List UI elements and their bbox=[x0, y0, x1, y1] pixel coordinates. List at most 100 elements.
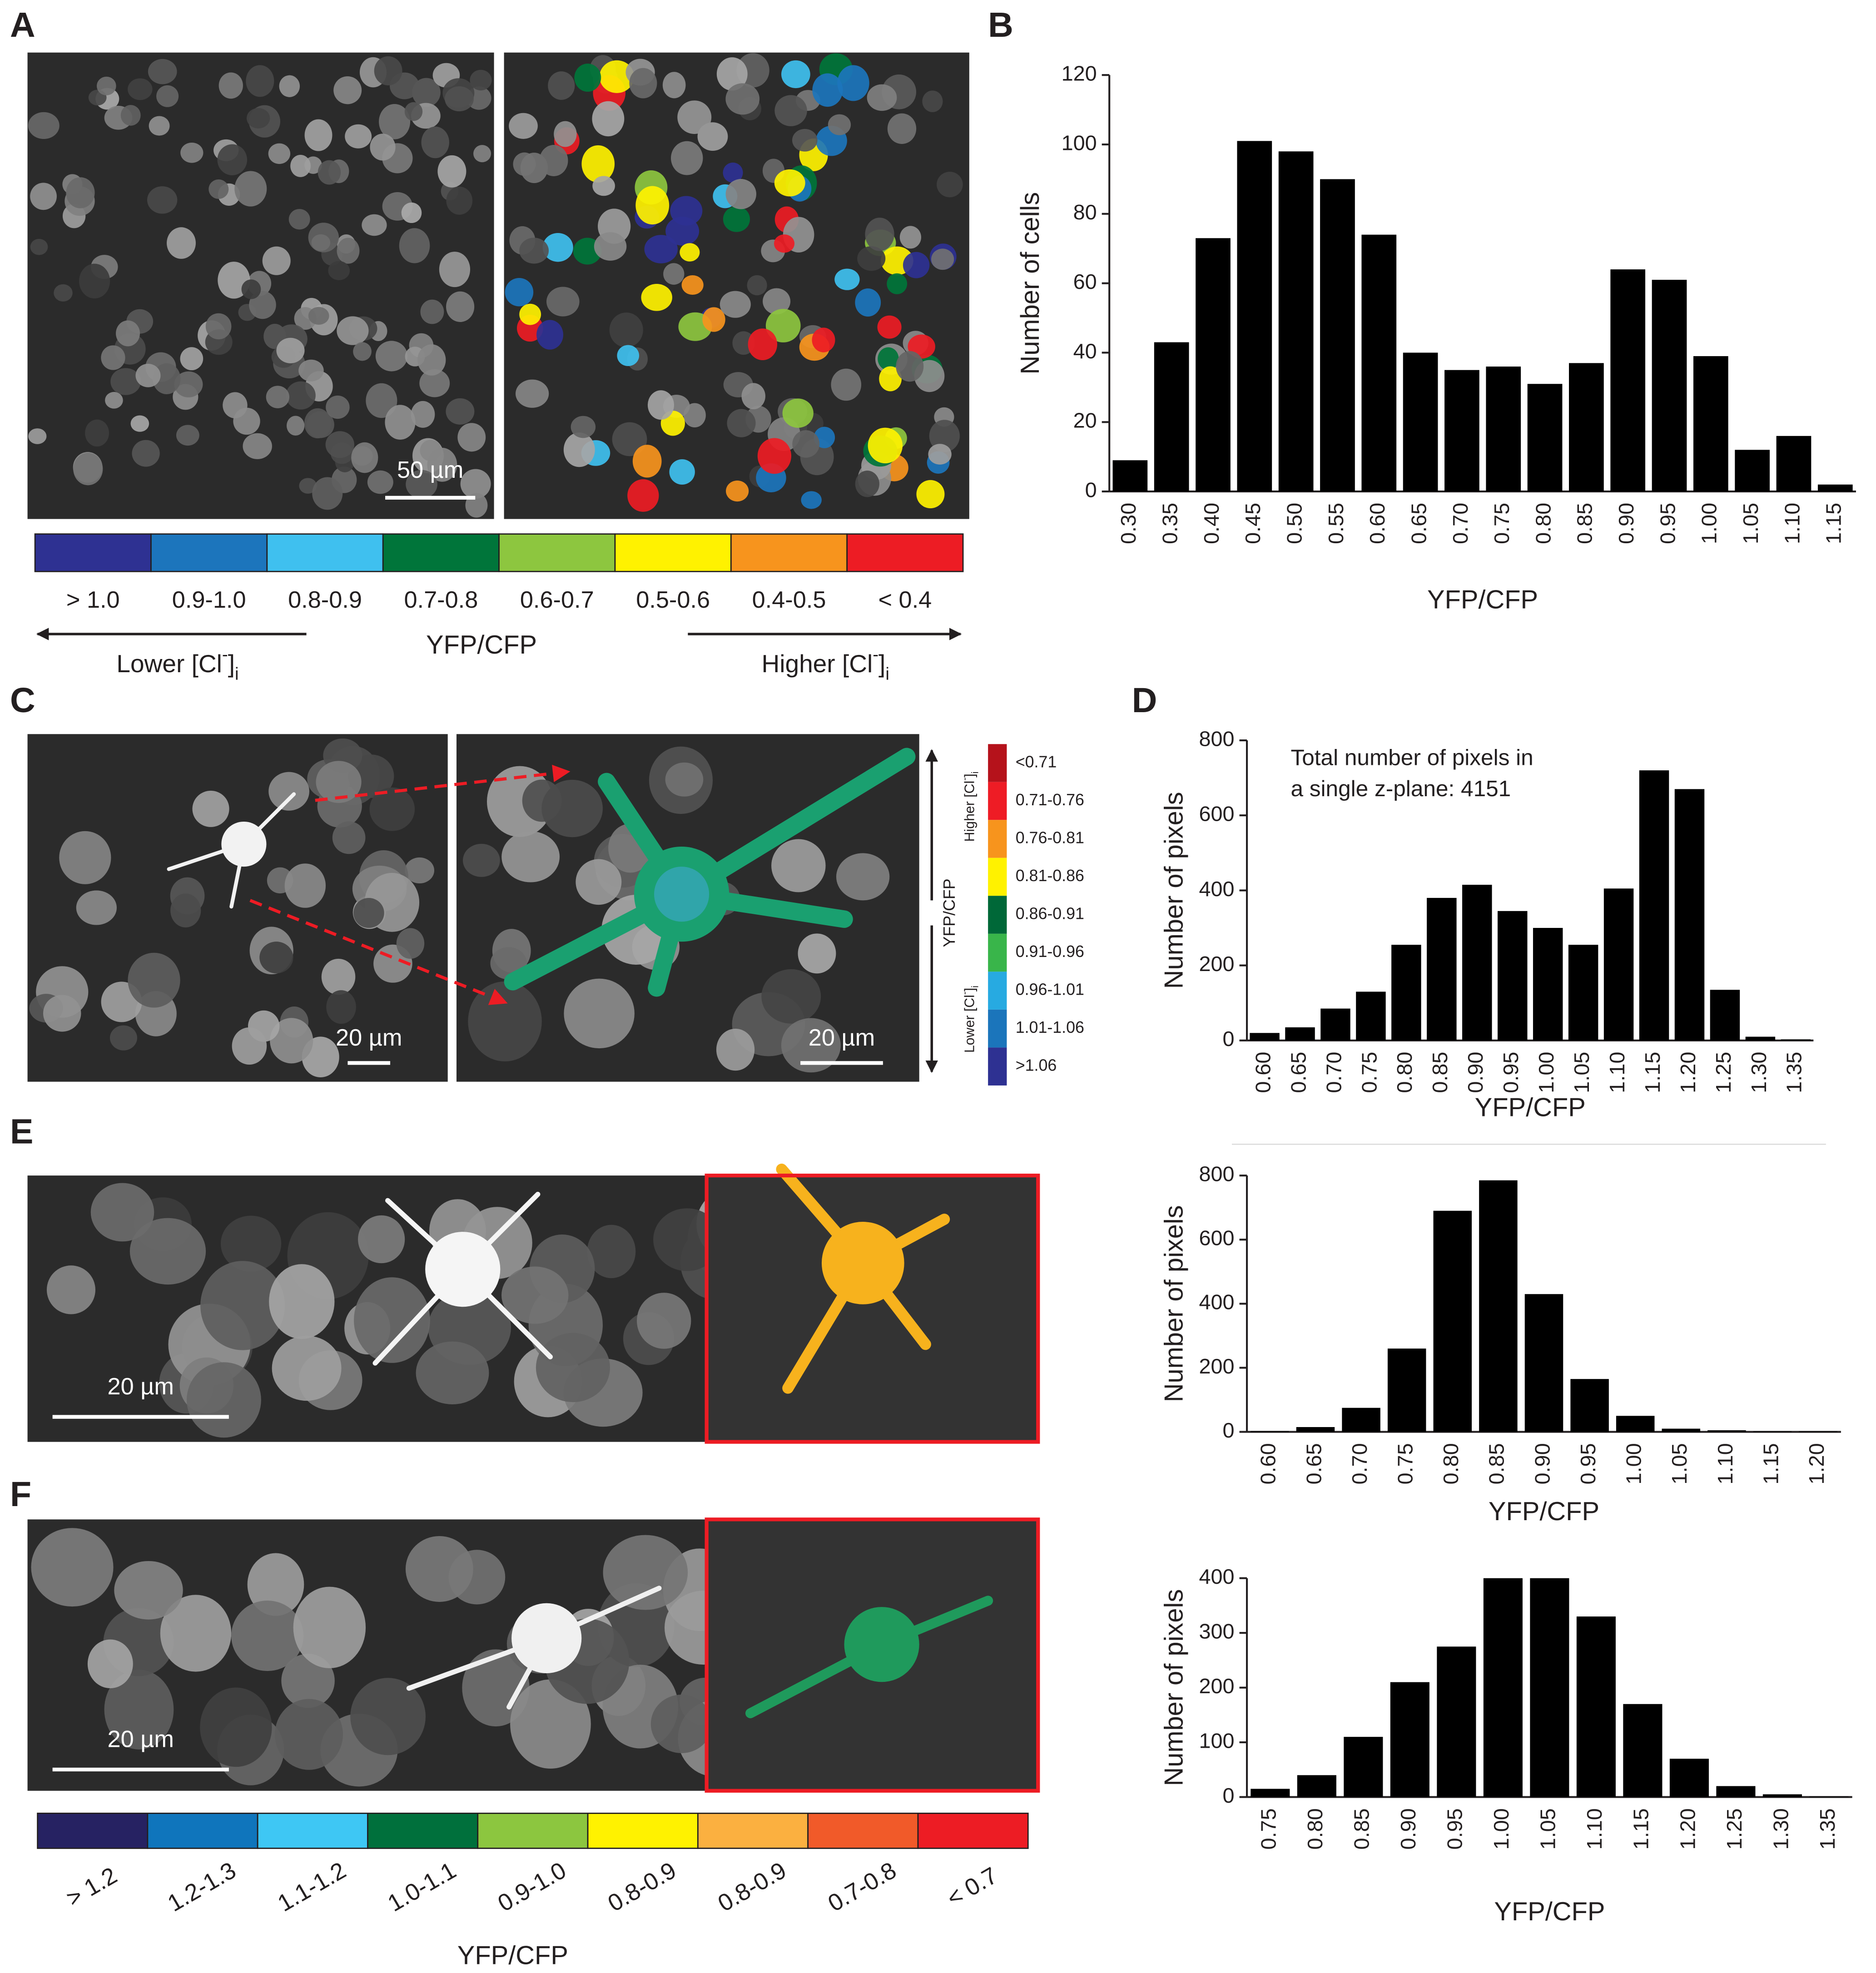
cell bbox=[192, 790, 229, 827]
cell bbox=[104, 1670, 174, 1750]
cl-text: ] bbox=[228, 649, 235, 677]
cl-sup: - bbox=[873, 644, 878, 664]
cell bbox=[922, 90, 943, 112]
y-tick-label: 20 bbox=[1073, 409, 1097, 432]
cell bbox=[592, 176, 615, 196]
bar bbox=[1527, 384, 1563, 492]
cell bbox=[609, 312, 643, 347]
cell bbox=[290, 154, 311, 177]
colorbar-label: 0.91-0.96 bbox=[1016, 942, 1084, 961]
cell bbox=[316, 761, 362, 803]
cell bbox=[270, 1018, 313, 1064]
colorbar-cell bbox=[587, 1812, 699, 1849]
cell bbox=[774, 234, 795, 253]
bar bbox=[1762, 1794, 1802, 1797]
cell bbox=[241, 279, 261, 299]
cell bbox=[170, 893, 201, 927]
cell bbox=[677, 100, 712, 134]
cell bbox=[899, 226, 921, 249]
cell bbox=[641, 284, 672, 311]
x-tick-label: 0.90 bbox=[1464, 1052, 1487, 1093]
cell bbox=[268, 772, 309, 811]
colorbar-label: 0.7-0.8 bbox=[824, 1857, 901, 1917]
annotation: Total number of pixels in bbox=[1290, 744, 1533, 770]
x-tick-label: 1.00 bbox=[1489, 1808, 1513, 1849]
cell bbox=[90, 1183, 154, 1242]
colorbar-label: > 1.2 bbox=[62, 1862, 122, 1912]
bar bbox=[1278, 151, 1314, 492]
cell bbox=[318, 160, 341, 185]
cell bbox=[345, 124, 372, 149]
cell bbox=[287, 416, 305, 436]
cell bbox=[681, 275, 704, 295]
cell bbox=[437, 155, 467, 188]
cell bbox=[837, 65, 869, 101]
cell bbox=[243, 433, 272, 459]
y-tick-label: 40 bbox=[1073, 339, 1097, 363]
cell bbox=[763, 288, 791, 315]
x-tick-label: 1.20 bbox=[1676, 1808, 1699, 1849]
cell bbox=[337, 238, 360, 264]
cell bbox=[505, 278, 534, 307]
x-tick-label: 1.15 bbox=[1629, 1808, 1653, 1849]
cell bbox=[30, 238, 48, 255]
cell bbox=[782, 398, 814, 428]
x-tick-label: 1.35 bbox=[1816, 1808, 1839, 1849]
bar bbox=[1237, 141, 1272, 492]
cell bbox=[129, 1218, 206, 1285]
cell bbox=[928, 444, 952, 465]
cell bbox=[66, 177, 95, 208]
cell bbox=[406, 470, 437, 499]
cell bbox=[276, 337, 305, 363]
cell bbox=[781, 1018, 841, 1073]
cell bbox=[457, 423, 486, 452]
bar bbox=[1444, 370, 1479, 492]
colorbar-title: YFP/CFP bbox=[457, 1941, 568, 1970]
cell bbox=[541, 779, 603, 838]
cell bbox=[385, 405, 416, 440]
y-tick-label: 300 bbox=[1199, 1620, 1234, 1643]
cell bbox=[59, 831, 111, 884]
colorbar-label: 0.71-0.76 bbox=[1016, 791, 1084, 809]
x-tick-label: 0.75 bbox=[1394, 1443, 1417, 1484]
x-tick-label: 0.50 bbox=[1283, 503, 1306, 544]
colorbar-cell bbox=[150, 533, 268, 572]
y-tick-label: 0 bbox=[1223, 1784, 1235, 1807]
cell bbox=[665, 762, 704, 797]
cell bbox=[929, 420, 960, 452]
cell bbox=[757, 438, 792, 474]
cell bbox=[354, 1277, 430, 1363]
colorbar-cell bbox=[614, 533, 732, 572]
cell bbox=[446, 186, 473, 215]
bar bbox=[1479, 1180, 1518, 1432]
cell bbox=[716, 1028, 755, 1071]
bar bbox=[1297, 1775, 1336, 1797]
cell bbox=[370, 134, 396, 161]
x-tick-label: 1.05 bbox=[1739, 503, 1762, 544]
cell bbox=[286, 381, 316, 410]
colorbar-label: 0.6-0.7 bbox=[520, 587, 594, 613]
cell bbox=[128, 952, 180, 1008]
cell bbox=[328, 261, 350, 280]
cell bbox=[416, 1341, 489, 1404]
x-tick-label: 0.80 bbox=[1393, 1052, 1416, 1093]
cl-text: Lower [Cl bbox=[963, 995, 978, 1053]
cell bbox=[353, 342, 372, 361]
cell bbox=[903, 252, 930, 278]
bar bbox=[1735, 450, 1770, 492]
cell bbox=[421, 126, 449, 159]
cell bbox=[774, 169, 805, 197]
panel-letter: C bbox=[10, 681, 35, 720]
cell bbox=[73, 452, 103, 486]
cell bbox=[725, 179, 756, 209]
cell bbox=[268, 143, 291, 164]
cell bbox=[312, 477, 343, 510]
bar bbox=[1570, 1379, 1609, 1432]
bar bbox=[1361, 234, 1397, 492]
x-tick-label: 1.15 bbox=[1641, 1052, 1664, 1093]
x-tick-label: 0.75 bbox=[1490, 503, 1514, 544]
cell bbox=[761, 969, 821, 1024]
colorbar-cell bbox=[367, 1812, 479, 1849]
x-tick-label: 1.05 bbox=[1570, 1052, 1593, 1093]
